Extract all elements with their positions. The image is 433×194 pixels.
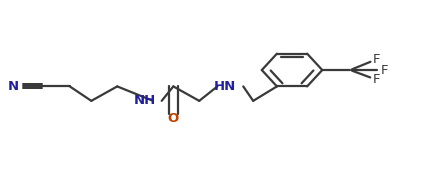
Text: F: F: [381, 63, 388, 77]
Text: F: F: [372, 53, 380, 66]
Text: NH: NH: [134, 94, 156, 107]
Text: HN: HN: [214, 80, 236, 93]
Text: O: O: [168, 112, 179, 125]
Text: F: F: [372, 73, 380, 86]
Text: N: N: [8, 80, 19, 93]
